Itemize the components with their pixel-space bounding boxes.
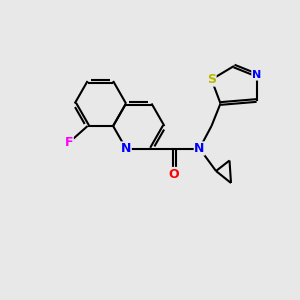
Text: S: S [207,73,216,86]
Text: N: N [121,142,131,155]
Text: N: N [194,142,205,155]
Text: O: O [169,167,179,181]
Text: F: F [65,136,73,149]
Text: N: N [252,70,261,80]
